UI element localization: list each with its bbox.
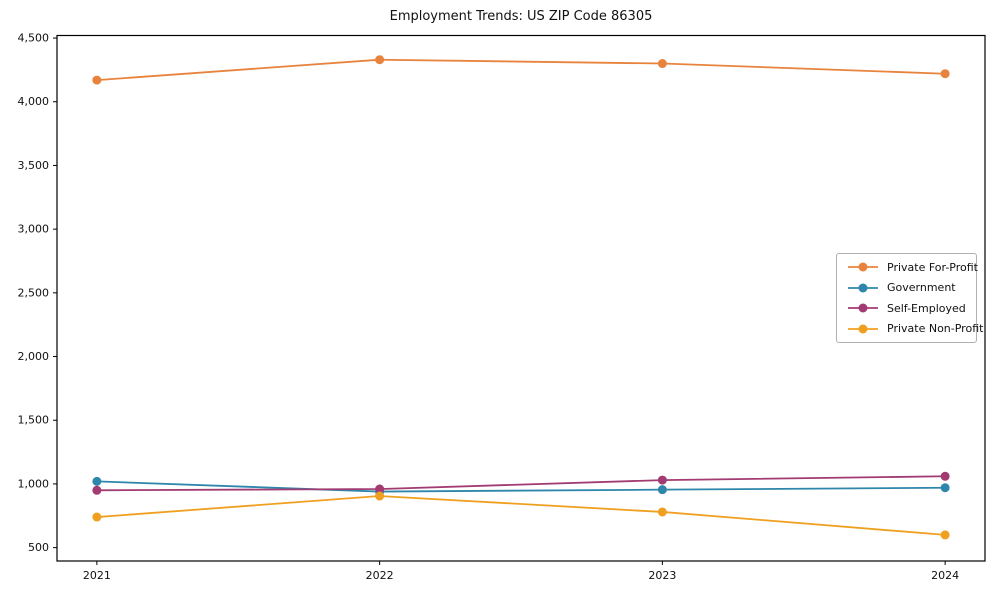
data-point-private-for-profit	[940, 69, 950, 79]
legend-item-self-employed: Self-Employed	[847, 298, 970, 319]
data-point-private-for-profit	[375, 55, 385, 65]
legend-marker-government	[848, 283, 878, 293]
y-axis-tick-label: 2,000	[18, 350, 50, 363]
data-point-self-employed	[940, 471, 950, 481]
legend: Private For-Profit Government Self-Employe…	[836, 253, 983, 343]
legend-marker-private-non-profit	[848, 324, 878, 334]
y-axis-tick-label: 1,500	[18, 414, 50, 427]
series-line-private-for-profit	[95, 58, 947, 81]
legend-label-private-non-profit: Private Non-Profit	[887, 322, 984, 336]
legend-label-self-employed: Self-Employed	[887, 301, 966, 315]
data-point-private-for-profit	[657, 59, 667, 69]
y-axis-tick-label: 2,500	[18, 286, 50, 299]
x-axis-tick-label: 2022	[366, 569, 394, 582]
data-point-private-non-profit	[940, 530, 950, 540]
data-point-government	[657, 485, 667, 495]
legend-item-government: Government	[847, 278, 970, 299]
series-line-private-non-profit	[95, 495, 947, 536]
legend-label-government: Government	[887, 281, 956, 295]
data-point-private-non-profit	[657, 507, 667, 517]
series-line-self-employed	[95, 475, 947, 492]
data-point-private-non-profit	[375, 491, 385, 501]
data-point-private-for-profit	[92, 75, 102, 85]
y-axis-tick-label: 500	[28, 541, 49, 554]
legend-marker-private-for-profit	[848, 262, 878, 272]
x-axis-tick-label: 2024	[931, 569, 959, 582]
legend-label-private-for-profit: Private For-Profit	[887, 260, 978, 274]
series-line-government	[95, 480, 947, 493]
plot-area-border	[56, 34, 986, 562]
legend-marker-self-employed	[848, 303, 878, 313]
y-axis-tick-label: 1,000	[18, 477, 50, 490]
y-axis-tick-label: 3,000	[18, 223, 50, 236]
data-point-self-employed	[92, 485, 102, 495]
data-point-government	[92, 476, 102, 486]
x-axis-tick-label: 2021	[83, 569, 111, 582]
data-point-private-non-profit	[92, 512, 102, 522]
chart-title: Employment Trends: US ZIP Code 86305	[389, 9, 653, 24]
data-point-government	[940, 483, 950, 493]
y-axis-tick-label: 4,000	[18, 95, 50, 108]
data-point-self-employed	[657, 475, 667, 485]
data-point-self-employed	[375, 484, 385, 494]
legend-item-private-non-profit: Private Non-Profit	[847, 319, 983, 340]
y-axis-tick-label: 3,500	[18, 159, 50, 172]
legend-item-private-for-profit: Private For-Profit	[847, 257, 978, 278]
x-axis-tick-label: 2023	[648, 569, 676, 582]
y-axis-tick-label: 4,500	[18, 32, 50, 45]
